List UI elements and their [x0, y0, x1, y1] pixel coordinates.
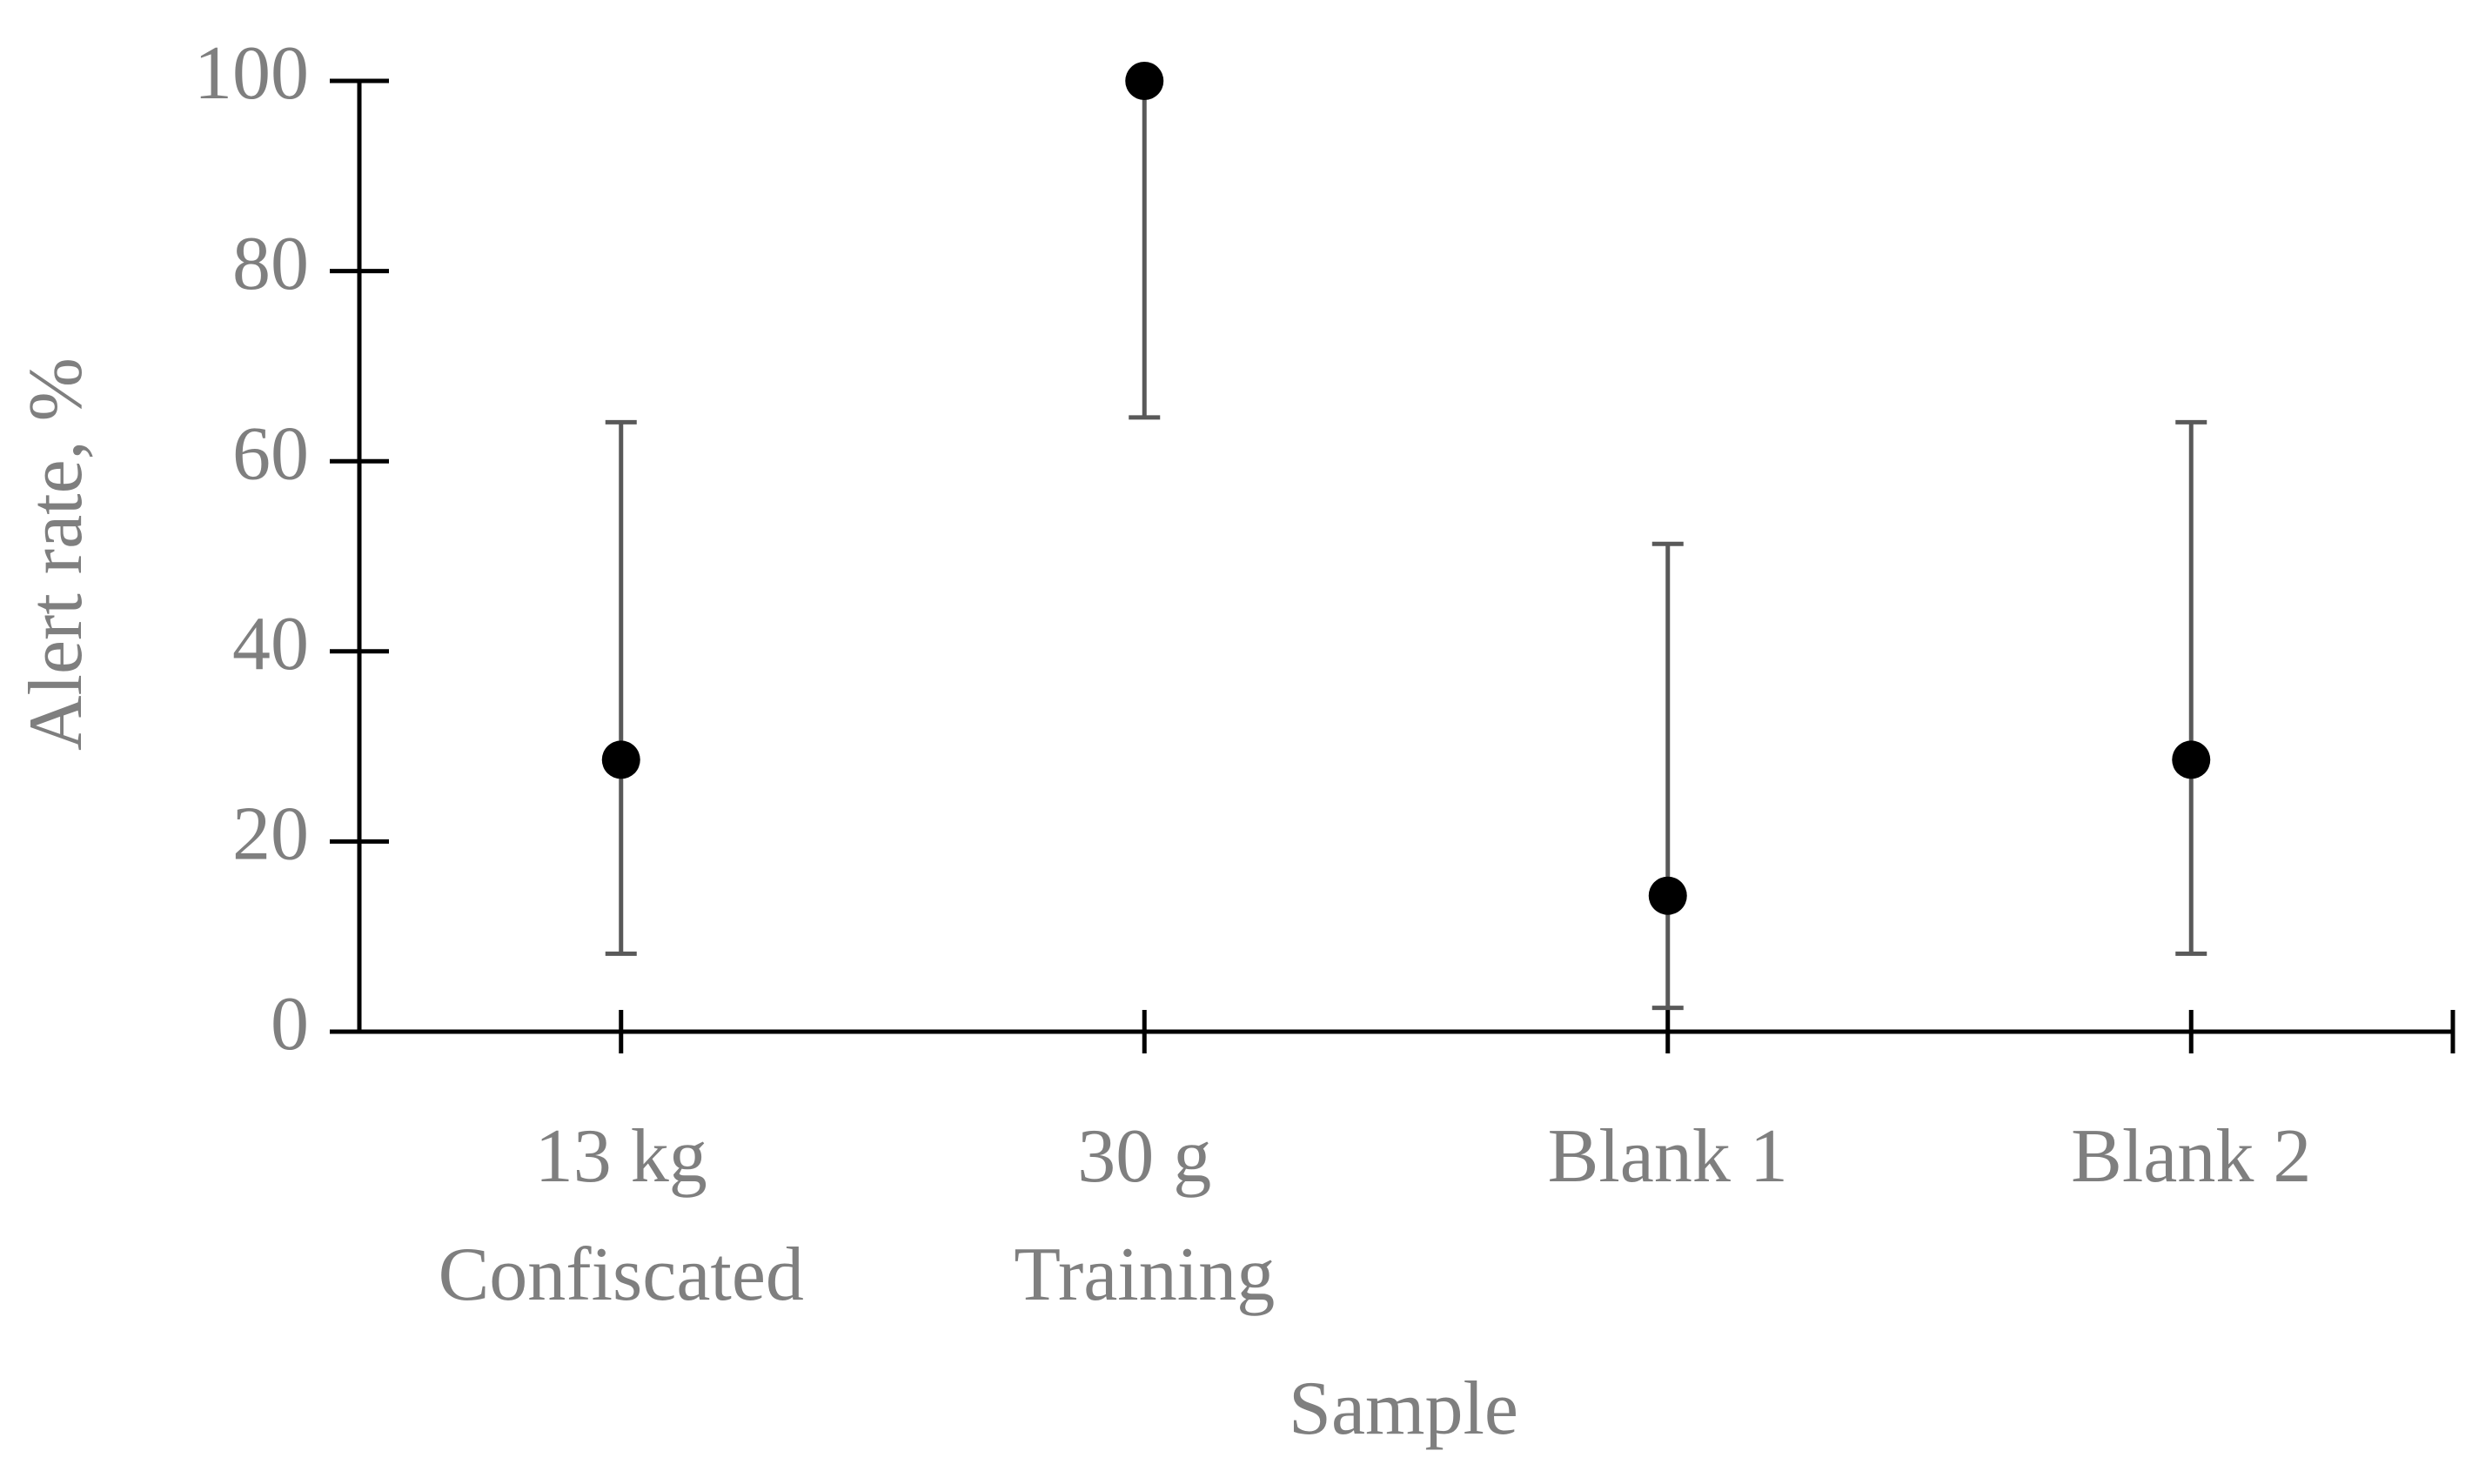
point — [2172, 740, 2211, 779]
point — [1125, 62, 1164, 100]
y-tick-label: 80 — [232, 222, 309, 306]
y-tick-label: 60 — [232, 411, 309, 496]
point — [1648, 876, 1687, 915]
x-tick-label: Blank 1 — [1547, 1114, 1788, 1199]
x-tick-label: 13 kg Confiscated — [438, 1114, 804, 1317]
x-tick-label: Blank 2 — [2071, 1114, 2312, 1199]
y-tick-label: 100 — [194, 31, 309, 116]
y-tick-label: 40 — [232, 602, 309, 686]
x-axis-label: Sample — [1289, 1367, 1518, 1451]
x-tick-label: 30 g Training — [1014, 1114, 1276, 1317]
y-tick-label: 0 — [271, 982, 309, 1066]
point — [601, 740, 640, 779]
y-axis-label: Alert rate, % — [14, 358, 98, 751]
y-tick-label: 20 — [232, 792, 309, 877]
